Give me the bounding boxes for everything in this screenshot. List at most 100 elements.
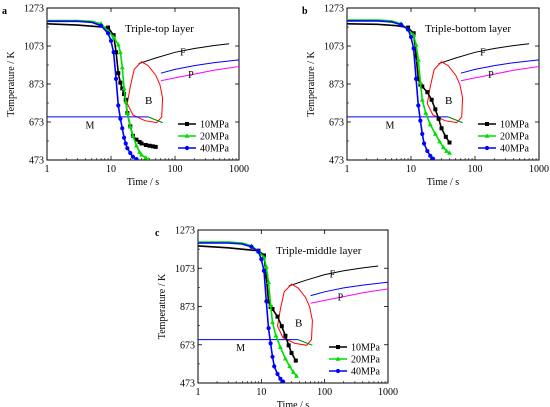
data-point	[147, 143, 152, 148]
legend-label: 10MPa	[351, 343, 380, 354]
data-point	[106, 25, 111, 30]
region-label-f: F	[330, 270, 336, 281]
transformation-regions	[47, 43, 239, 124]
data-point	[398, 22, 404, 27]
data-point	[261, 268, 267, 273]
legend-marker	[484, 133, 490, 138]
data-point	[440, 144, 446, 150]
x-axis-label: Time / s	[277, 400, 310, 407]
data-point	[420, 131, 425, 137]
data-point	[419, 97, 425, 102]
y-axis-label: Temperature / K	[157, 273, 168, 339]
pearlite-finish-curve	[160, 66, 239, 82]
series-10MPa	[198, 245, 298, 363]
data-point	[447, 150, 452, 155]
data-point	[266, 279, 271, 285]
chart-title: Triple-middle layer	[276, 245, 362, 257]
y-tick-label: 673	[29, 118, 44, 129]
data-point	[134, 143, 139, 148]
legend-marker	[185, 122, 189, 126]
data-point	[120, 126, 125, 131]
x-tick-label: 100	[468, 164, 483, 175]
region-label-b: B	[145, 95, 152, 107]
data-point	[124, 110, 130, 115]
data-point	[411, 46, 416, 51]
data-point	[436, 116, 441, 121]
data-point	[293, 358, 298, 363]
series-line	[198, 241, 298, 377]
data-point	[415, 57, 421, 62]
y-tick-label: 1273	[324, 4, 344, 15]
ferrite-curve	[288, 265, 379, 287]
data-point	[249, 244, 254, 249]
legend-marker	[336, 345, 340, 349]
region-label-m: M	[386, 120, 395, 131]
chart-title: Triple-top layer	[125, 23, 194, 35]
y-tick-label: 1073	[24, 42, 44, 53]
data-point	[279, 324, 284, 329]
series-10MPa	[47, 23, 158, 149]
series-20MPa	[347, 19, 452, 155]
martensite-tail	[147, 116, 163, 124]
transformation-regions	[347, 43, 539, 124]
data-point	[264, 274, 269, 279]
series-line	[347, 19, 450, 154]
data-point	[139, 141, 144, 146]
data-point	[289, 350, 294, 355]
legend-marker	[484, 145, 490, 151]
legend-label: 40MPa	[500, 144, 529, 155]
y-axis-label: Temperature / K	[6, 51, 17, 117]
series-line	[47, 23, 156, 148]
data-point	[123, 141, 128, 146]
data-point	[421, 141, 427, 146]
series-line	[198, 242, 284, 383]
y-tick-label: 1073	[324, 42, 344, 53]
data-point	[405, 27, 411, 32]
legend-entry: 10MPa	[178, 120, 229, 131]
data-point	[286, 343, 291, 348]
data-point	[439, 126, 444, 131]
data-point	[98, 23, 104, 28]
series-20MPa	[198, 241, 299, 378]
data-point	[275, 314, 280, 319]
y-tick-label: 1273	[175, 226, 195, 237]
martensite-tail	[297, 339, 313, 346]
data-point	[153, 144, 158, 149]
y-tick-label: 673	[180, 340, 195, 351]
series-40MPa	[347, 20, 436, 160]
pearlite-curve	[460, 59, 539, 74]
data-point	[423, 110, 429, 115]
data-point	[270, 306, 275, 311]
region-label-p: P	[488, 70, 494, 81]
data-point	[146, 157, 150, 160]
chart-panel-a: a 473 673 873 1073 1273 1 10 100 1000 Time / s Temp…	[2, 4, 249, 189]
data-point	[266, 326, 271, 331]
data-point	[130, 154, 136, 159]
x-tick-label: 1	[196, 387, 201, 398]
data-point	[413, 42, 419, 47]
series-line	[198, 245, 297, 361]
legend-marker	[184, 145, 190, 151]
series-line	[47, 19, 149, 160]
series-10MPa	[347, 23, 452, 145]
ferrite-curve	[438, 43, 530, 65]
y-tick-label: 873	[329, 80, 344, 91]
legend-label: 10MPa	[200, 120, 229, 131]
data-point	[256, 249, 261, 254]
region-label-m: M	[236, 343, 245, 354]
data-point	[264, 299, 269, 304]
data-point	[294, 373, 299, 378]
data-point	[275, 371, 280, 377]
x-tick-label: 1000	[529, 164, 549, 175]
data-point	[115, 42, 121, 47]
data-point	[143, 155, 149, 160]
x-axis-label: Time / s	[127, 177, 160, 188]
y-tick-label: 873	[180, 302, 195, 313]
x-tick-label: 1000	[378, 387, 398, 398]
data-point	[134, 156, 139, 160]
data-point	[114, 50, 119, 55]
panel-letter: c	[155, 228, 160, 239]
data-point	[137, 149, 143, 154]
bainite-region	[426, 61, 464, 124]
